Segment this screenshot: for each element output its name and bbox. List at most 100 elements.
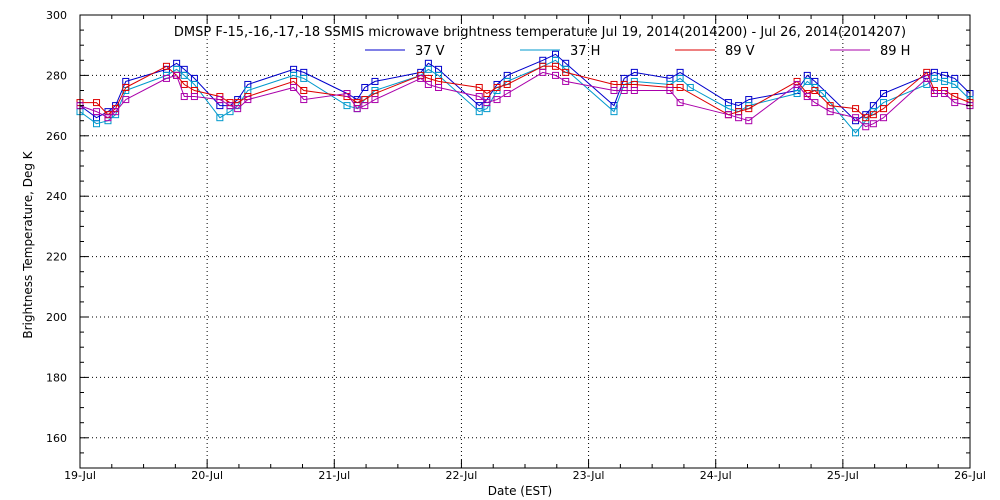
- data-point: [610, 108, 618, 116]
- data-point: [300, 74, 308, 82]
- data-point: [562, 68, 570, 76]
- data-point: [811, 87, 819, 94]
- data-point: [226, 102, 234, 110]
- data-point: [475, 93, 483, 101]
- series-89-h: [76, 68, 974, 131]
- data-point: [610, 87, 618, 94]
- data-point: [234, 105, 242, 113]
- data-point: [803, 77, 811, 85]
- data-point: [552, 62, 560, 70]
- series-line: [79, 71, 971, 128]
- data-point: [435, 83, 443, 91]
- x-tick-label: 24-Jul: [700, 469, 732, 482]
- data-point: [300, 96, 308, 104]
- data-point: [869, 111, 877, 119]
- data-point: [676, 83, 684, 91]
- data-point: [941, 77, 949, 85]
- data-point: [122, 83, 130, 91]
- data-point: [93, 108, 101, 116]
- data-point: [180, 71, 188, 79]
- data-point: [475, 108, 483, 116]
- data-point: [930, 90, 938, 98]
- data-point: [552, 71, 560, 79]
- data-point: [539, 68, 547, 76]
- data-point: [371, 96, 379, 104]
- y-tick-label: 300: [46, 9, 67, 22]
- data-point: [923, 74, 931, 82]
- data-point: [104, 114, 112, 122]
- y-axis-label: Brightness Temperature, Deg K: [21, 150, 35, 338]
- data-point: [620, 87, 628, 94]
- data-point: [630, 87, 638, 94]
- data-point: [343, 102, 351, 110]
- x-tick-label: 22-Jul: [445, 469, 477, 482]
- data-point: [424, 80, 432, 88]
- data-point: [424, 65, 432, 73]
- data-point: [793, 90, 801, 98]
- data-point: [483, 90, 491, 98]
- data-point: [353, 105, 361, 113]
- x-tick-label: 19-Jul: [64, 469, 96, 482]
- data-point: [819, 90, 827, 98]
- axis-ticks: [79, 14, 971, 468]
- data-point: [290, 83, 298, 91]
- y-tick-label: 280: [46, 69, 67, 82]
- chart-title: DMSP F-15,-16,-17,-18 SSMIS microwave br…: [174, 25, 906, 40]
- series-lines: [76, 50, 974, 137]
- y-tick-label: 180: [46, 371, 67, 384]
- legend-label: 37 H: [570, 44, 600, 59]
- data-point: [93, 120, 101, 128]
- data-point: [503, 80, 511, 88]
- data-point: [180, 80, 188, 88]
- x-tick-label: 26-Jul: [954, 469, 986, 482]
- data-point: [735, 114, 743, 122]
- grid-lines: [80, 15, 970, 468]
- data-point: [483, 99, 491, 107]
- data-point: [244, 96, 252, 104]
- data-point: [562, 77, 570, 85]
- data-point: [361, 102, 369, 110]
- data-point: [676, 99, 684, 107]
- data-point: [93, 99, 101, 107]
- data-point: [880, 90, 888, 98]
- data-point: [869, 120, 877, 128]
- series-line: [80, 65, 971, 119]
- data-point: [880, 105, 888, 113]
- data-point: [630, 68, 638, 76]
- x-tick-label: 23-Jul: [573, 469, 605, 482]
- data-point: [417, 74, 425, 82]
- data-point: [880, 114, 888, 122]
- y-tick-label: 200: [46, 311, 67, 324]
- data-point: [803, 93, 811, 101]
- data-point: [676, 74, 684, 82]
- x-tick-label: 20-Jul: [191, 469, 223, 482]
- data-point: [190, 93, 198, 101]
- data-point: [852, 129, 860, 137]
- data-point: [122, 96, 130, 104]
- data-point: [930, 74, 938, 82]
- tick-labels: 19-Jul 20-Jul 21-Jul 22-Jul 23-Jul 24-Jul 25-J…: [46, 9, 986, 482]
- data-point: [180, 93, 188, 101]
- data-point: [493, 96, 501, 104]
- legend-label: 37 V: [415, 44, 445, 59]
- data-point: [493, 83, 501, 91]
- data-point: [162, 74, 170, 82]
- data-point: [475, 83, 483, 91]
- data-point: [862, 114, 870, 122]
- data-point: [826, 108, 834, 116]
- data-point: [162, 62, 170, 70]
- data-point: [811, 99, 819, 107]
- y-tick-label: 160: [46, 432, 67, 445]
- data-point: [941, 90, 949, 98]
- data-point: [503, 90, 511, 98]
- data-point: [745, 117, 753, 125]
- x-tick-label: 21-Jul: [318, 469, 350, 482]
- data-point: [745, 105, 753, 113]
- data-point: [173, 71, 181, 79]
- data-point: [361, 83, 369, 91]
- data-point: [112, 108, 120, 116]
- y-tick-label: 260: [46, 130, 67, 143]
- data-point: [686, 83, 694, 91]
- data-point: [951, 99, 959, 107]
